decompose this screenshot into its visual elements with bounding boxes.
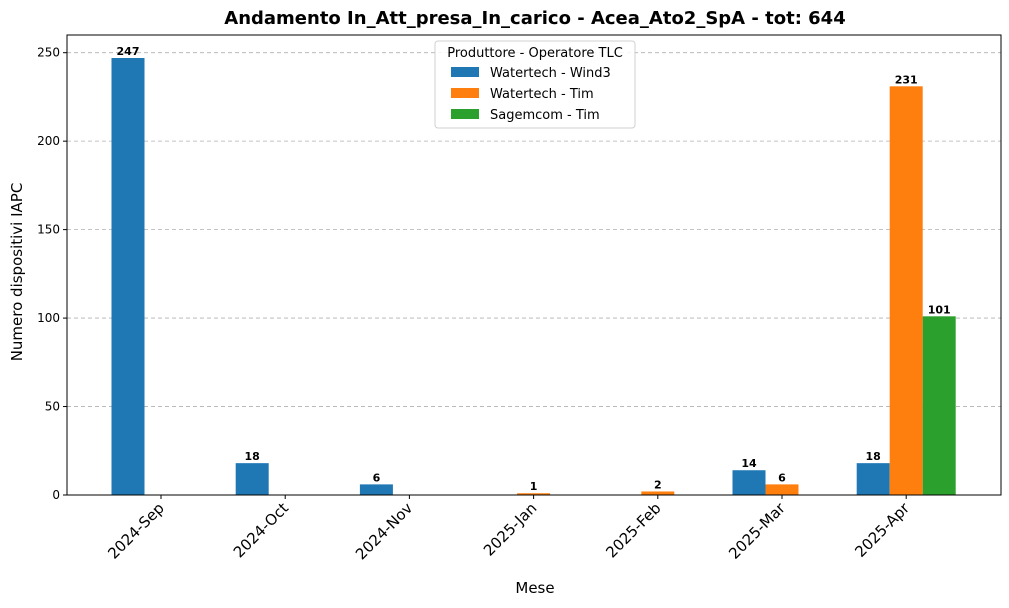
y-tick-label: 100 [37,311,60,325]
gridlines [67,52,1001,407]
legend-swatch [451,67,479,77]
y-tick-label: 250 [37,46,60,60]
y-tick-label: 150 [37,223,60,237]
data-label: 18 [866,450,881,463]
y-tick-label: 200 [37,134,60,148]
data-label: 247 [117,45,140,58]
data-label: 6 [373,471,381,484]
x-tick-label: 2025-Feb [602,499,664,561]
legend-entry: Watertech - Tim [490,87,594,102]
bar [856,463,890,495]
legend-swatch [451,88,479,98]
legend-swatch [451,109,479,119]
legend-title: Produttore - Operatore TLC [447,46,623,61]
legend-entry: Watertech - Wind3 [490,66,611,81]
bar [889,86,923,496]
data-label: 101 [928,303,951,316]
y-axis-ticks: 0 50 100 150 200 250 [37,46,67,502]
bar [641,491,675,495]
x-tick-label: 2024-Oct [230,499,292,561]
y-tick-label: 50 [45,400,60,414]
x-tick-label: 2024-Nov [352,499,416,563]
chart-title: Andamento In_Att_presa_In_carico - Acea_… [224,8,845,29]
x-tick-label: 2024-Sep [104,499,168,563]
bar [517,493,551,495]
data-label: 1 [530,480,538,493]
legend-box [434,40,636,129]
data-label: 6 [778,471,786,484]
x-tick-label: 2025-Apr [851,499,913,561]
y-axis-label: Numero dispositivi IAPC [8,183,26,362]
x-tick-label: 2025-Jan [480,499,540,559]
x-axis-ticks: 2024-Sep 2024-Oct 2024-Nov 2025-Jan 2025-Feb… [104,495,914,563]
x-axis-label: Mese [515,579,554,597]
bar [235,463,269,495]
x-tick-label: 2025-Mar [725,499,789,563]
data-label: 231 [895,73,918,86]
bar [922,316,956,495]
y-tick-label: 0 [52,488,60,502]
legend: Produttore - Operatore TLC Watertech - Wi… [434,40,636,129]
bar [765,484,799,495]
bar [111,58,145,495]
legend-entry: Sagemcom - Tim [490,108,600,123]
bar [732,470,766,495]
data-label: 2 [654,478,662,491]
data-label: 14 [741,457,757,470]
bar [359,484,393,495]
bars [111,58,956,496]
data-labels: 247 18 6 1 2 14 6 18 231 101 [117,45,951,493]
data-label: 18 [245,450,260,463]
